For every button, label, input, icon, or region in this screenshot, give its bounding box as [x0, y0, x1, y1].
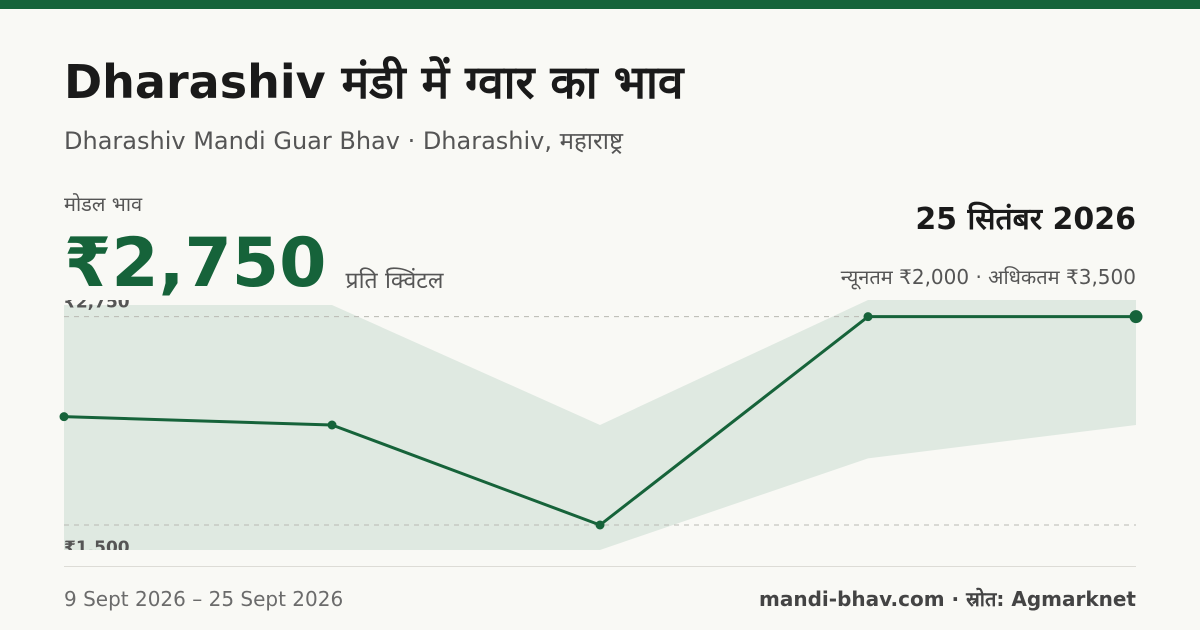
model-price-label: मोडल भाव — [64, 192, 143, 216]
data-point — [59, 412, 69, 422]
gridline-label: ₹2,750 — [64, 300, 130, 313]
price-date: 25 सितंबर 2026 — [915, 202, 1136, 237]
date-period: 9 Sept 2026 – 25 Sept 2026 — [64, 587, 344, 611]
data-point — [1129, 310, 1143, 324]
min-max-band — [64, 300, 1136, 550]
data-point — [863, 312, 873, 322]
price-trend-chart: ₹2,750 ₹1,500 — [59, 300, 1143, 550]
footer-divider — [64, 566, 1136, 567]
page-title: Dharashiv मंडी में ग्वार का भाव — [64, 55, 684, 109]
gridline-label: ₹1,500 — [64, 538, 130, 550]
price-row: ₹2,750 प्रति क्विंटल — [64, 222, 443, 306]
model-price-value: ₹2,750 — [64, 224, 327, 303]
source-credit: mandi-bhav.com · स्रोत: Agmarknet — [759, 587, 1136, 611]
page-subtitle: Dharashiv Mandi Guar Bhav · Dharashiv, म… — [64, 127, 624, 155]
min-max-range: न्यूनतम ₹2,000 · अधिकतम ₹3,500 — [840, 265, 1136, 289]
top-accent-bar — [0, 0, 1200, 9]
data-point — [595, 520, 605, 530]
data-point — [327, 420, 337, 430]
price-unit: प्रति क्विंटल — [345, 268, 444, 294]
